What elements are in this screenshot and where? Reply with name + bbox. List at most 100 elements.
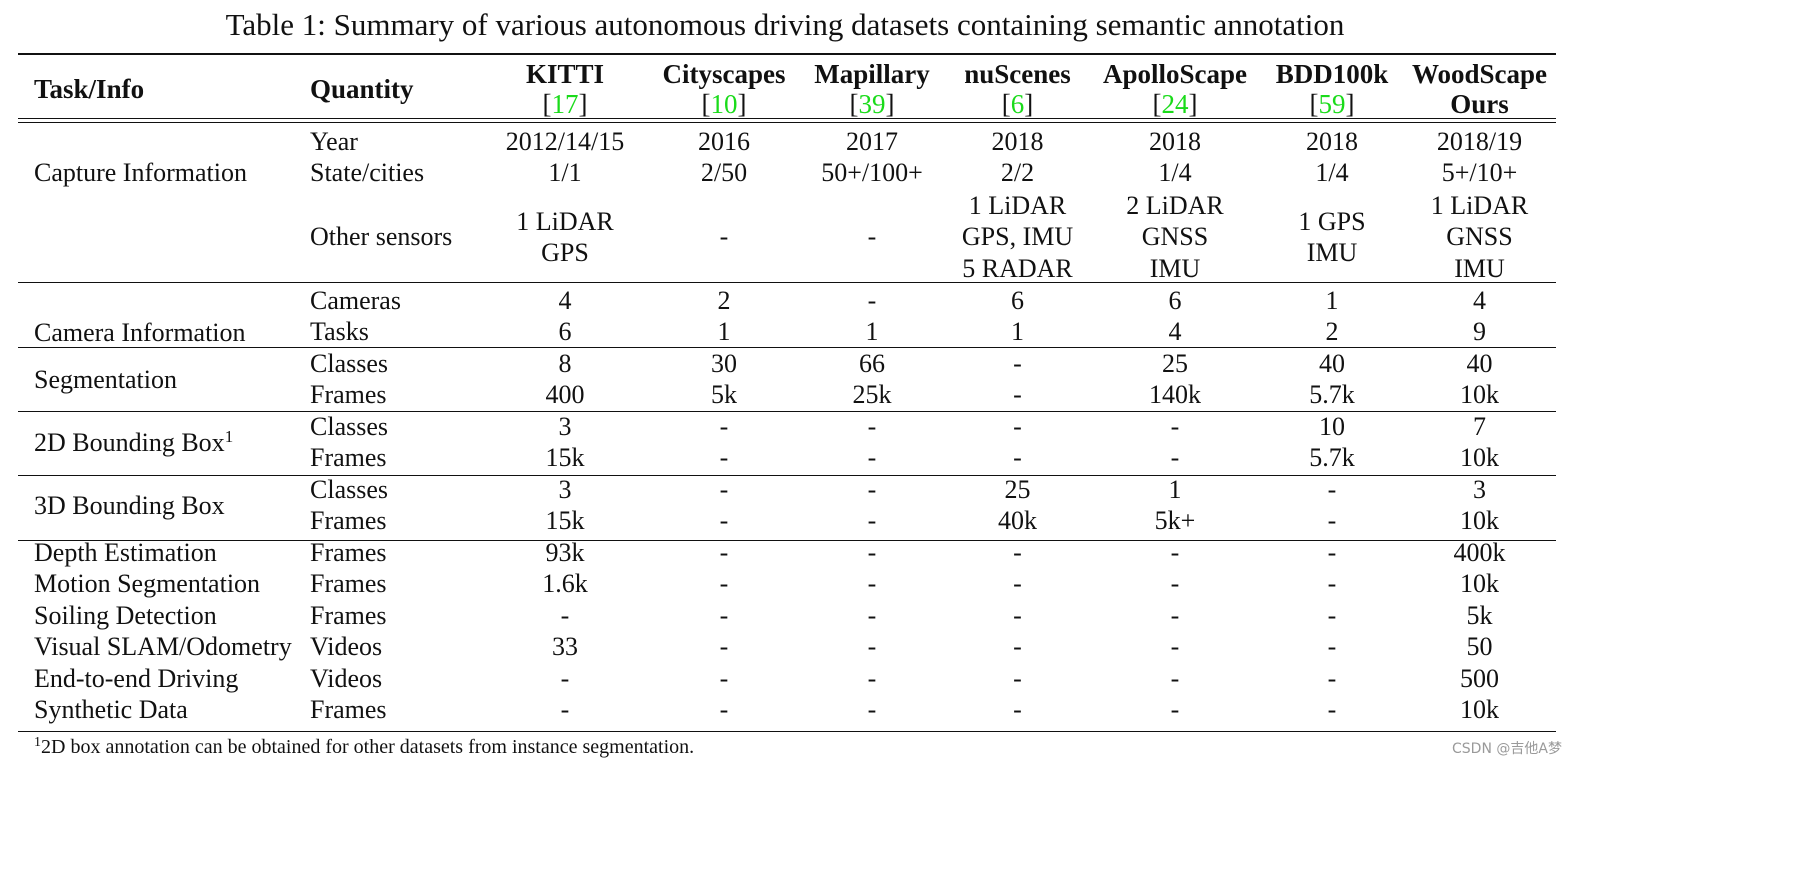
value-cell: - bbox=[867, 537, 877, 567]
value-cell: 10k bbox=[1460, 443, 1499, 473]
value-cell: - bbox=[719, 695, 729, 725]
value-cell: - bbox=[867, 222, 877, 252]
value-cell: - bbox=[1327, 537, 1337, 567]
value-cell: 5.7k bbox=[1309, 443, 1355, 473]
table-row: Frames 15k - - - - 5.7k 10k bbox=[18, 443, 1556, 475]
camera-rule bbox=[18, 347, 1556, 348]
footnote-marker: 1 bbox=[224, 426, 234, 446]
quantity-cell: Frames bbox=[310, 569, 387, 599]
value-cell: 2 bbox=[717, 285, 731, 315]
value-cell: - bbox=[719, 632, 729, 662]
value-cell: - bbox=[1327, 632, 1337, 662]
value-cell: - bbox=[719, 600, 729, 630]
dataset-header-cityscapes: Cityscapes [10] bbox=[662, 59, 786, 119]
value-cell: - bbox=[867, 695, 877, 725]
value-cell: - bbox=[719, 474, 729, 504]
citation-link[interactable]: 10 bbox=[710, 89, 738, 119]
value-cell: - bbox=[560, 695, 570, 725]
quantity-cell: Videos bbox=[310, 632, 383, 662]
value-cell: - bbox=[719, 537, 729, 567]
value-cell: - bbox=[867, 600, 877, 630]
header-rule-b bbox=[18, 122, 1556, 123]
value-cell: - bbox=[1170, 537, 1180, 567]
value-cell: - bbox=[719, 506, 729, 536]
value-cell: 4 bbox=[1473, 285, 1486, 315]
value-cell: - bbox=[1170, 663, 1180, 693]
value-cell: 2016 bbox=[698, 126, 750, 156]
footnote-text: 2D box annotation can be obtained for ot… bbox=[41, 736, 695, 758]
table-row: Tasks 6 1 1 1 4 2 9 bbox=[18, 317, 1556, 349]
task-soiling-detection: Soiling Detection bbox=[34, 600, 217, 630]
value-cell: 93k bbox=[545, 537, 585, 567]
header-rule-a bbox=[18, 118, 1556, 119]
value-cell: 8 bbox=[558, 348, 572, 378]
quantity-cell: Frames bbox=[310, 537, 387, 567]
value-cell: 1.6k bbox=[542, 569, 588, 599]
value-cell: 1/4 bbox=[1158, 158, 1192, 188]
value-cell: - bbox=[867, 663, 877, 693]
citation-link[interactable]: 24 bbox=[1161, 89, 1189, 119]
table-footnote: 12D box annotation can be obtained for o… bbox=[34, 734, 694, 760]
dataset-header-bdd100k: BDD100k [59] bbox=[1275, 59, 1389, 119]
citation-link[interactable]: 59 bbox=[1318, 89, 1346, 119]
value-cell: 50 bbox=[1466, 632, 1493, 662]
citation-link[interactable]: 39 bbox=[858, 89, 886, 119]
value-cell: - bbox=[1327, 695, 1337, 725]
datasets-table: Task/Info Quantity KITTI [17] Cityscapes… bbox=[18, 57, 1556, 726]
value-cell: - bbox=[719, 443, 729, 473]
header-row: Task/Info Quantity KITTI [17] Cityscapes… bbox=[18, 57, 1556, 121]
dataset-header-woodscape: WoodScape Ours bbox=[1411, 59, 1548, 119]
quantity-cell: Frames bbox=[310, 380, 387, 410]
value-cell: 2018 bbox=[991, 126, 1044, 156]
value-cell: 1 bbox=[1168, 474, 1182, 504]
value-cell: 6 bbox=[558, 317, 572, 347]
value-cell: - bbox=[1327, 663, 1337, 693]
value-cell: 5k bbox=[711, 380, 737, 410]
table-row: Capture Information Year 2012/14/15 2016… bbox=[18, 126, 1556, 187]
top-rule bbox=[18, 53, 1556, 55]
bottom-rule bbox=[18, 731, 1556, 732]
table-row: Visual SLAM/Odometry Videos 33 - - - - -… bbox=[18, 632, 1556, 664]
task-info-header: Task/Info bbox=[34, 74, 145, 104]
value-cell: 50+/100+ bbox=[821, 158, 923, 188]
dataset-header-mapillary: Mapillary [39] bbox=[814, 59, 930, 119]
dataset-header-apolloscape: ApolloScape [24] bbox=[1102, 59, 1248, 119]
citation-link[interactable]: 17 bbox=[551, 89, 579, 119]
value-cell: - bbox=[1170, 411, 1180, 441]
task-motion-segmentation: Motion Segmentation bbox=[34, 569, 261, 599]
citation-link[interactable]: 6 bbox=[1010, 89, 1025, 119]
value-cell: 10k bbox=[1460, 695, 1499, 725]
value-cell: 1 bbox=[717, 317, 731, 347]
quantity-cell: Classes bbox=[310, 474, 388, 504]
value-cell: 1 bbox=[1325, 285, 1339, 315]
value-cell: - bbox=[1170, 600, 1180, 630]
value-cell: 400 bbox=[545, 380, 585, 410]
value-cell: 1/4 bbox=[1315, 158, 1349, 188]
value-cell: 1 bbox=[1011, 317, 1024, 347]
value-cell: 1 bbox=[865, 317, 879, 347]
value-cell: - bbox=[867, 474, 877, 504]
quantity-cell: Cameras bbox=[310, 285, 401, 315]
dataset-header-nuscenes: nuScenes [6] bbox=[964, 59, 1071, 119]
value-cell: 500 bbox=[1460, 663, 1499, 693]
value-cell: - bbox=[1013, 537, 1022, 567]
quantity-cell: Videos bbox=[310, 663, 383, 693]
bbox2d-rule bbox=[18, 475, 1556, 476]
value-cell: 10k bbox=[1460, 569, 1499, 599]
table-caption: Table 1: Summary of various autonomous d… bbox=[225, 7, 1345, 42]
dataset-header-kitti: KITTI [17] bbox=[525, 59, 605, 119]
table-row: Frames 15k - - 40k 5k+ - 10k bbox=[18, 506, 1556, 538]
value-cell: 2/2 bbox=[1000, 158, 1035, 188]
table-row: End-to-end Driving Videos - - - - - - 50… bbox=[18, 663, 1556, 695]
task-camera-information: Camera Information bbox=[34, 318, 246, 347]
value-cell: - bbox=[1327, 474, 1337, 504]
task-end-to-end-driving: End-to-end Driving bbox=[34, 663, 239, 693]
table-row: Segmentation Classes 8 30 66 - 25 40 40 bbox=[18, 348, 1556, 394]
table-row: Camera Information Cameras 4 2 - 6 6 1 4 bbox=[18, 285, 1556, 347]
value-cell: 40k bbox=[998, 506, 1037, 536]
value-cell: 40 bbox=[1319, 348, 1345, 378]
value-cell: 10 bbox=[1319, 411, 1345, 441]
quantity-cell: Frames bbox=[310, 443, 387, 473]
value-cell: 2017 bbox=[846, 126, 898, 156]
value-cell: 2 LiDAR GNSS IMU bbox=[1126, 190, 1224, 283]
